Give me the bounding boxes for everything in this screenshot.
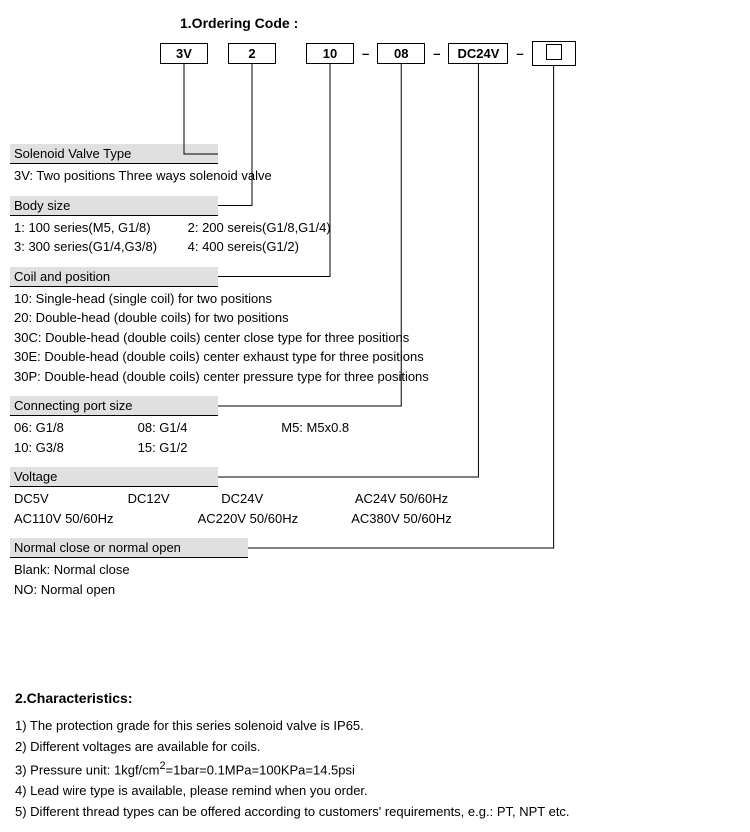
text-line: 30E: Double-head (double coils) center e… <box>14 347 736 367</box>
section-solenoid-type: Solenoid Valve Type 3V: Two positions Th… <box>10 144 740 188</box>
code-sep: – <box>425 46 448 61</box>
text-line: 06: G1/8 <box>14 418 134 438</box>
text-line: 2) Different voltages are available for … <box>15 737 740 758</box>
text-line: AC110V 50/60Hz <box>14 509 194 529</box>
section-header: Body size <box>10 196 218 216</box>
section-body: DC5V DC12V DC24V AC24V 50/60Hz AC110V 50… <box>10 487 740 530</box>
code-box-port: 08 <box>377 43 425 64</box>
section-body: Blank: Normal close NO: Normal open <box>10 558 740 601</box>
code-sep: – <box>354 46 377 61</box>
text-line: DC24V <box>221 489 351 509</box>
text-line: DC5V <box>14 489 124 509</box>
code-box-body: 2 <box>228 43 276 64</box>
text-line: M5: M5x0.8 <box>281 418 349 438</box>
section-header: Voltage <box>10 467 218 487</box>
text-line: 4) Lead wire type is available, please r… <box>15 781 740 802</box>
section-header: Solenoid Valve Type <box>10 144 218 164</box>
text-line: 20: Double-head (double coils) for two p… <box>14 308 736 328</box>
text-line: AC220V 50/60Hz <box>198 509 348 529</box>
text-line: 30C: Double-head (double coils) center c… <box>14 328 736 348</box>
text-line: DC12V <box>128 489 218 509</box>
text-line: 2: 200 sereis(G1/8,G1/4) <box>188 218 331 238</box>
text-line: AC24V 50/60Hz <box>355 489 448 509</box>
text-line: 10: G3/8 <box>14 438 134 458</box>
section-header: Connecting port size <box>10 396 218 416</box>
code-box-open <box>532 41 576 66</box>
page-container: 1.Ordering Code : 3V 2 10 – 08 – DC24V –… <box>10 15 740 675</box>
text-line: 15: G1/2 <box>138 438 188 458</box>
text-line: 3) Pressure unit: 1kgf/cm2=1bar=0.1MPa=1… <box>15 758 740 781</box>
text-line: 3: 300 series(G1/4,G3/8) <box>14 237 184 257</box>
text-line: 3V: Two positions Three ways solenoid va… <box>14 166 736 186</box>
text-line: NO: Normal open <box>14 580 736 600</box>
section-body: 10: Single-head (single coil) for two po… <box>10 287 740 389</box>
text-line: AC380V 50/60Hz <box>351 509 451 529</box>
section-header: Coil and position <box>10 267 218 287</box>
code-box-voltage: DC24V <box>448 43 508 64</box>
section-normal: Normal close or normal open Blank: Norma… <box>10 538 740 601</box>
text-line: 1) The protection grade for this series … <box>15 716 740 737</box>
section-body: 3V: Two positions Three ways solenoid va… <box>10 164 740 188</box>
section-body: 06: G1/8 08: G1/4 M5: M5x0.8 10: G3/8 15… <box>10 416 740 459</box>
code-sep: – <box>508 46 531 61</box>
text-line: 08: G1/4 <box>138 418 278 438</box>
text-line: 30P: Double-head (double coils) center p… <box>14 367 736 387</box>
text-line: 5) Different thread types can be offered… <box>15 802 740 823</box>
ordering-code-title: 1.Ordering Code : <box>180 15 740 31</box>
text-line: Blank: Normal close <box>14 560 736 580</box>
empty-square-icon <box>546 44 562 60</box>
characteristics-list: 1) The protection grade for this series … <box>10 716 740 822</box>
text-line: 4: 400 sereis(G1/2) <box>188 237 299 257</box>
text-line: 10: Single-head (single coil) for two po… <box>14 289 736 309</box>
section-voltage: Voltage DC5V DC12V DC24V AC24V 50/60Hz A… <box>10 467 740 530</box>
code-box-coil: 10 <box>306 43 354 64</box>
code-box-type: 3V <box>160 43 208 64</box>
section-body: 1: 100 series(M5, G1/8) 2: 200 sereis(G1… <box>10 216 740 259</box>
section-header: Normal close or normal open <box>10 538 248 558</box>
code-row: 3V 2 10 – 08 – DC24V – <box>160 41 740 66</box>
section-port: Connecting port size 06: G1/8 08: G1/4 M… <box>10 396 740 459</box>
section-body-size: Body size 1: 100 series(M5, G1/8) 2: 200… <box>10 196 740 259</box>
characteristics-title: 2.Characteristics: <box>15 690 740 706</box>
section-coil: Coil and position 10: Single-head (singl… <box>10 267 740 389</box>
text-line: 1: 100 series(M5, G1/8) <box>14 218 184 238</box>
